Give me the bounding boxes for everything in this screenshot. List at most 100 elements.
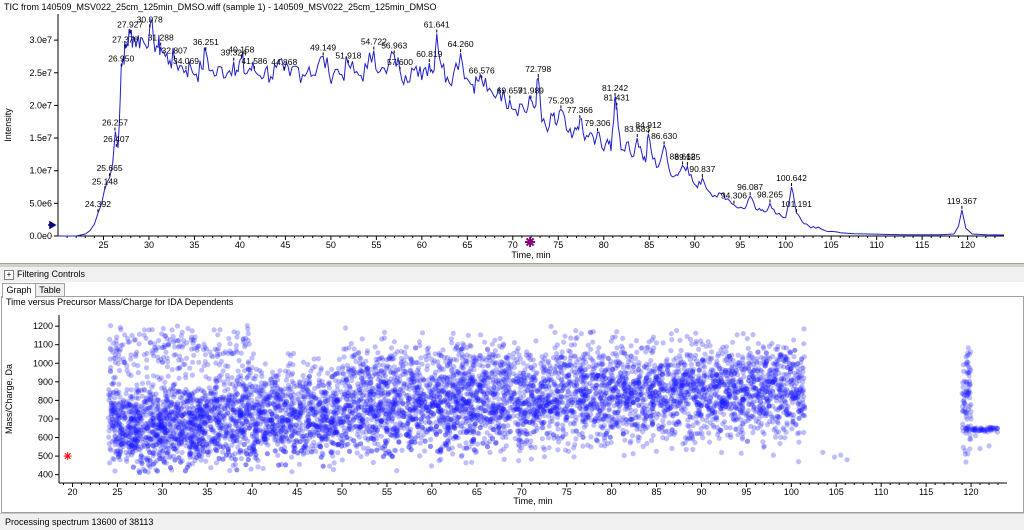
scatter-point: [286, 392, 291, 397]
peak-label: 90.837: [689, 164, 715, 174]
scatter-point: [124, 459, 129, 464]
scatter-point: [332, 460, 337, 465]
peak-label: 32.807: [162, 46, 188, 56]
scatter-point: [272, 383, 277, 388]
expand-icon[interactable]: +: [4, 270, 14, 280]
peak-label: 40.158: [228, 44, 254, 54]
scatter-point: [735, 332, 740, 337]
scatter-point: [166, 374, 171, 379]
scatter-point: [529, 445, 534, 450]
scatter-point: [442, 355, 447, 360]
scatter-point: [170, 387, 175, 392]
scatter-point: [542, 454, 547, 459]
scatter-point: [185, 405, 190, 410]
scatter-point: [331, 390, 336, 395]
scatter-point: [393, 448, 398, 453]
scatter-point: [475, 397, 480, 402]
scatter-point: [458, 379, 463, 384]
scatter-point: [482, 340, 487, 345]
scatter-point: [229, 375, 234, 380]
scatter-point: [118, 407, 123, 412]
scatter-point: [263, 381, 268, 386]
scatter-point: [448, 357, 453, 362]
scatter-point: [277, 434, 282, 439]
scatter-point: [386, 398, 391, 403]
scatter-point: [457, 443, 462, 448]
scatter-point: [506, 409, 511, 414]
scatter-point: [124, 391, 129, 396]
scatter-point: [571, 454, 576, 459]
x-tick-label: 60: [417, 240, 427, 250]
tab-table[interactable]: Table: [35, 283, 65, 297]
scatter-point: [372, 371, 377, 376]
scatter-point: [107, 460, 112, 465]
scatter-point: [502, 457, 507, 462]
scatter-point: [711, 405, 716, 410]
scatter-point: [307, 374, 312, 379]
x-tick-label: 75: [562, 487, 572, 497]
scatter-point: [350, 374, 355, 379]
scatter-point: [337, 357, 342, 362]
x-tick-label: 65: [462, 240, 472, 250]
scatter-point: [636, 403, 641, 408]
scatter-point: [218, 395, 223, 400]
scatter-point: [650, 422, 655, 427]
scatter-point: [480, 372, 485, 377]
scatter-point: [528, 439, 533, 444]
scatter-point: [445, 363, 450, 368]
x-tick-label: 30: [157, 487, 167, 497]
scatter-point: [217, 378, 222, 383]
scatter-point: [379, 368, 384, 373]
scatter-point: [155, 397, 160, 402]
peak-label: 24.392: [85, 199, 111, 209]
scatter-point: [516, 458, 521, 463]
scatter-point: [429, 375, 434, 380]
scatter-point: [190, 373, 195, 378]
scatter-point: [521, 361, 526, 366]
filtering-controls-label[interactable]: Filtering Controls: [17, 269, 85, 279]
scatter-point: [364, 451, 369, 456]
scatter-point: [110, 456, 115, 461]
peak-label: 26.407: [103, 134, 129, 144]
scatter-point: [186, 395, 191, 400]
peak-label: 36.251: [193, 37, 219, 47]
scatter-point: [446, 402, 451, 407]
scatter-point: [540, 425, 545, 430]
scatter-point: [318, 418, 323, 423]
scatter-point: [418, 441, 423, 446]
x-tick-label: 50: [337, 487, 347, 497]
scatter-point: [449, 368, 454, 373]
scatter-point: [658, 403, 663, 408]
scatter-point: [594, 437, 599, 442]
peak-label: 75.293: [548, 95, 574, 105]
scatter-point: [501, 424, 506, 429]
scatter-point: [401, 391, 406, 396]
scatter-point: [719, 450, 724, 455]
scatter-point: [364, 382, 369, 387]
scatter-point: [469, 460, 474, 465]
scatter-point: [249, 384, 254, 389]
scatter-point: [394, 468, 399, 473]
x-tick-label: 55: [382, 487, 392, 497]
scatter-point: [415, 433, 420, 438]
scatter-point: [382, 393, 387, 398]
scatter-point: [346, 345, 351, 350]
y-tick-label: 5.0e6: [29, 198, 52, 208]
scatter-point: [299, 390, 304, 395]
scatter-point: [555, 342, 560, 347]
scatter-point: [568, 380, 573, 385]
tab-graph[interactable]: Graph: [2, 283, 36, 298]
scatter-point: [459, 453, 464, 458]
scatter-point: [239, 456, 244, 461]
scatter-point: [451, 331, 456, 336]
peak-label: 84.912: [635, 120, 661, 130]
scatter-point: [316, 372, 321, 377]
scatter-point: [512, 392, 517, 397]
scatter-point: [243, 393, 248, 398]
scatter-point: [205, 399, 210, 404]
scatter-point: [177, 389, 182, 394]
scatter-point: [421, 377, 426, 382]
